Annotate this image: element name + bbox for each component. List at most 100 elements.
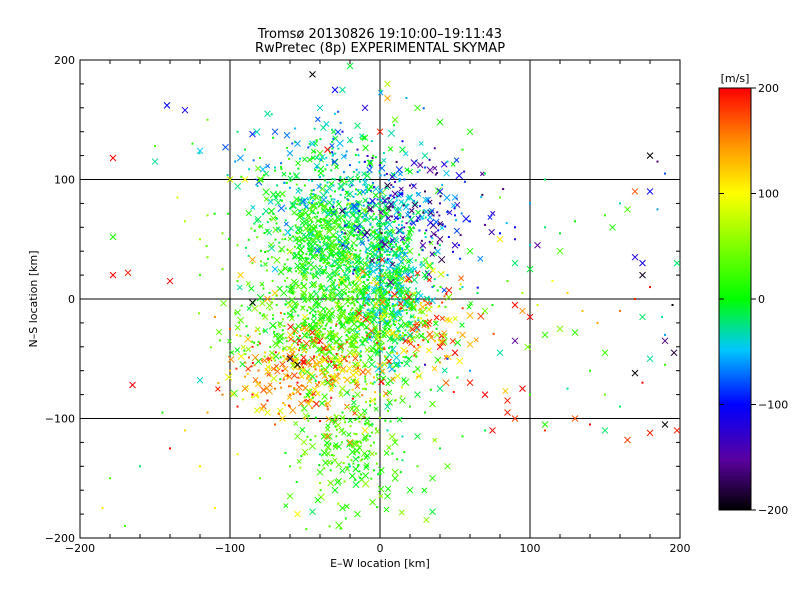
x-marker [390,291,399,299]
x-marker [399,146,406,153]
x-marker [332,377,340,385]
dot-marker [374,303,377,306]
x-marker [426,219,435,227]
dot-marker [347,330,350,333]
x-marker [262,327,269,334]
dot-marker [330,254,333,257]
dot-marker [377,473,380,476]
dot-marker [109,477,111,480]
x-marker [286,149,294,157]
dot-marker [256,184,259,187]
dot-marker [401,362,404,365]
x-marker [432,218,440,226]
x-marker [407,226,415,233]
x-marker [384,182,391,189]
dot-marker [221,268,224,271]
dot-marker [439,195,442,198]
dot-marker [277,412,280,415]
x-marker [639,313,646,321]
x-marker [401,251,409,258]
dot-marker [349,204,352,207]
dot-marker [551,280,554,283]
x-marker [335,232,344,241]
dot-marker [377,247,380,250]
dot-marker [476,286,479,289]
dot-marker [363,365,366,368]
x-marker [337,355,344,362]
x-marker [367,327,376,335]
x-marker [249,130,256,138]
dot-marker [369,223,372,226]
x-marker [353,447,361,455]
dot-marker [251,345,254,348]
dot-marker [566,387,569,390]
dot-marker [372,244,375,247]
dot-marker [281,369,284,372]
dot-marker [258,332,261,335]
dot-marker [236,405,239,408]
dot-marker [386,410,389,413]
dot-marker [287,269,290,272]
x-marker [407,215,415,224]
dot-marker [343,309,346,312]
colorbar-tick-label: 100 [758,188,779,201]
x-marker [151,158,159,165]
x-marker [316,319,324,327]
x-marker [341,251,349,260]
dot-marker [289,465,291,468]
dot-marker [330,454,333,457]
dot-marker [344,196,347,199]
dot-marker [278,325,281,328]
x-marker [394,372,401,380]
x-marker [372,192,379,199]
dot-marker [415,287,418,290]
dot-marker [328,294,331,297]
dot-marker [282,348,285,351]
dot-marker [307,419,310,422]
dot-marker [664,333,666,336]
dot-marker [401,240,404,243]
dot-marker [434,173,437,176]
x-marker [378,493,384,499]
x-marker [353,440,361,448]
dot-marker [589,369,591,372]
dot-marker [294,224,297,227]
x-marker [670,349,678,357]
x-marker [434,187,442,195]
dot-marker [337,502,340,505]
x-marker [196,376,204,384]
dot-marker [295,176,298,179]
dot-marker [671,303,674,306]
dot-marker [419,263,422,266]
dot-marker [358,180,361,183]
dot-marker [218,339,221,342]
dot-marker [312,314,315,317]
dot-marker [341,411,344,414]
dot-marker [372,323,375,326]
x-marker [253,407,261,414]
dot-marker [415,331,418,334]
x-marker [299,374,305,380]
x-marker [411,201,419,209]
dot-marker [378,416,381,419]
dot-marker [432,284,435,287]
x-marker [360,336,368,343]
x-marker [376,362,384,369]
dot-marker [502,187,505,190]
dot-marker [409,222,412,225]
dot-marker [262,329,265,332]
x-marker [601,349,609,357]
dot-marker [319,233,322,236]
dot-marker [244,375,246,378]
dot-marker [334,364,337,367]
dot-marker [259,312,262,315]
dot-marker [345,183,348,186]
dot-marker [365,383,368,386]
x-marker [403,150,409,157]
dot-marker [338,179,341,182]
dot-marker [429,388,432,391]
dot-marker [469,220,471,223]
x-marker [329,285,335,291]
x-marker [356,444,363,451]
dot-marker [304,256,307,259]
